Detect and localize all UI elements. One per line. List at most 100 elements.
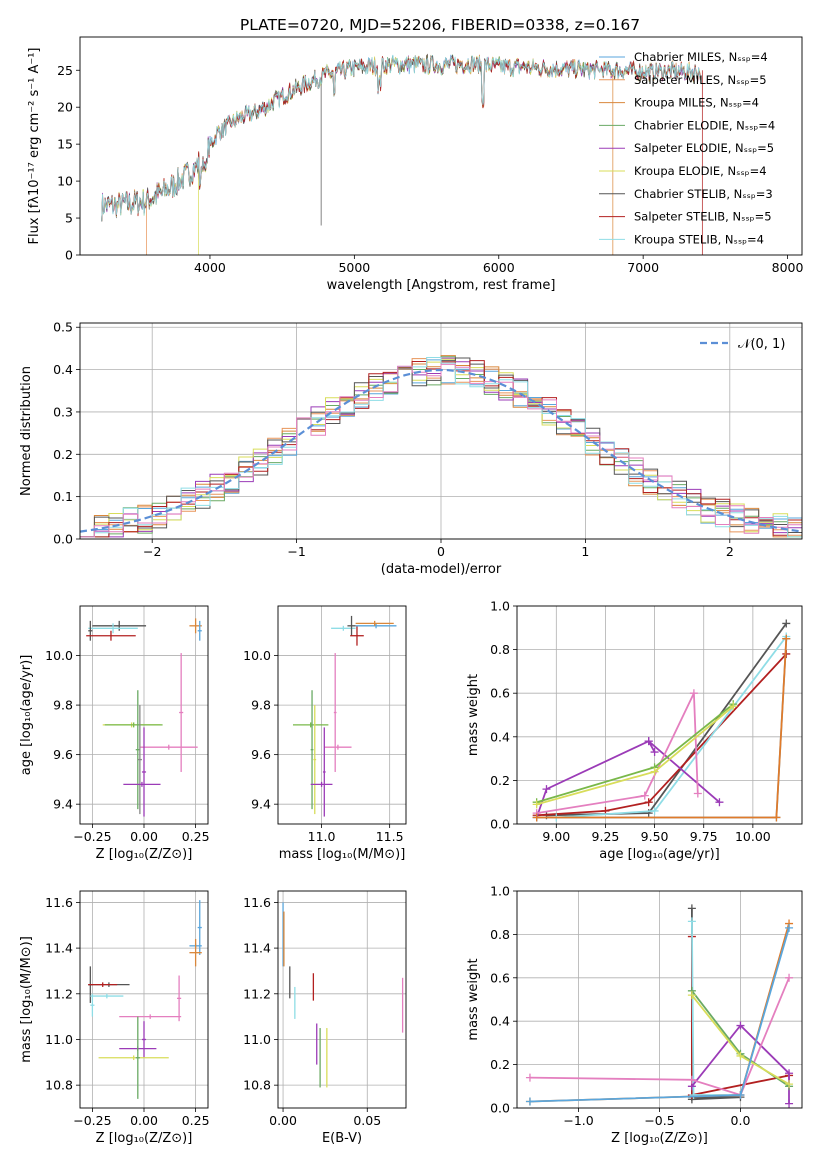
y-tick-label: 0.0 xyxy=(53,532,73,547)
weight-marker xyxy=(542,785,551,794)
weight-marker xyxy=(687,991,696,1000)
grid-lines xyxy=(278,606,406,824)
x-tick-label: 7000 xyxy=(627,260,659,275)
y-tick-label: 10.8 xyxy=(243,1078,271,1093)
weight-marker xyxy=(785,923,794,932)
x-tick-label: 11.0 xyxy=(308,829,336,844)
x-tick-label: 2 xyxy=(726,544,734,559)
y-tick-label: 9.6 xyxy=(53,747,73,762)
errorbar-point xyxy=(324,744,352,750)
y-tick-label: 9.6 xyxy=(251,747,271,762)
legend-label: Salpeter STELIB, Nₛₛₚ=5 xyxy=(634,210,772,224)
legend-label: Kroupa STELIB, Nₛₛₚ=4 xyxy=(634,232,764,246)
y-tick-label: 0.2 xyxy=(490,1057,510,1072)
errorbar-point xyxy=(179,653,184,772)
x-tick-label: 9.25 xyxy=(592,829,620,844)
errorbar-point xyxy=(197,620,202,641)
y-tick-label: 10 xyxy=(57,174,73,189)
weight-marker xyxy=(736,1021,745,1030)
errorbar-point xyxy=(197,900,202,955)
y-tick-label: 5 xyxy=(65,211,73,226)
y-axis-label: mass weight xyxy=(466,958,481,1040)
weight-series xyxy=(532,634,791,822)
y-tick-label: 9.4 xyxy=(53,797,73,812)
plot-area xyxy=(88,900,202,1099)
legend-label: Chabrier STELIB, Nₛₛₚ=3 xyxy=(634,187,773,201)
x-tick-label: −0.5 xyxy=(644,1113,674,1128)
weight-marker xyxy=(640,791,649,800)
weight-marker xyxy=(736,1051,745,1060)
weight-series xyxy=(525,923,794,1106)
grid-lines xyxy=(80,891,208,1108)
y-tick-label: 0.8 xyxy=(490,642,510,657)
spectrum-line xyxy=(101,55,701,222)
weight-marker xyxy=(782,619,791,628)
histogram-series xyxy=(80,363,802,538)
legend-label: 𝒩(0, 1) xyxy=(738,337,785,352)
weight-marker xyxy=(687,917,696,926)
figure-title: PLATE=0720, MJD=52206, FIBERID=0338, z=0… xyxy=(240,16,640,34)
plot-area xyxy=(292,615,397,817)
legend-label: Chabrier MILES, Nₛₛₚ=4 xyxy=(634,50,768,64)
axes-frame xyxy=(516,605,803,825)
y-tick-label: 11.6 xyxy=(45,895,73,910)
x-axis-label: E(B-V) xyxy=(322,1131,362,1146)
spectrum-panel: 4000 5000 6000 7000 8000 0 5 10 15 20 25 wavelength… xyxy=(27,36,804,293)
weight-marker xyxy=(785,1080,794,1089)
errorbar-point xyxy=(90,993,95,1017)
weight-line xyxy=(536,692,699,814)
weight-series xyxy=(552,632,791,822)
x-tick-label: −2 xyxy=(143,544,161,559)
weight-marker xyxy=(736,1090,745,1099)
y-tick-label: 20 xyxy=(57,100,73,115)
y-tick-label: 0.4 xyxy=(490,1014,510,1029)
y-tick-label: 1.0 xyxy=(490,884,510,899)
x-tick-label: 0.00 xyxy=(130,829,158,844)
x-tick-label: 9.75 xyxy=(690,829,718,844)
weight-series xyxy=(532,634,791,822)
weight-marker xyxy=(644,798,653,807)
errorbar-point xyxy=(177,975,182,1022)
axes-frame xyxy=(79,36,803,256)
x-tick-label: 0.05 xyxy=(353,1113,381,1128)
errorbar-point xyxy=(86,630,136,641)
errorbar-point xyxy=(355,620,394,626)
errorbar-point xyxy=(137,705,142,815)
axes-frame xyxy=(277,605,407,825)
x-tick-label: 9.50 xyxy=(641,829,669,844)
plot-area xyxy=(525,904,794,1108)
grid-lines xyxy=(517,890,802,1109)
weight-series xyxy=(532,689,702,818)
y-tick-label: 0.2 xyxy=(490,773,510,788)
y-axis-label: age [log₁₀(age/yr)] xyxy=(19,655,34,776)
errorbar-point xyxy=(90,993,124,999)
x-tick-label: 1 xyxy=(581,544,589,559)
weight-series xyxy=(644,737,659,757)
legend-label: Kroupa MILES, Nₛₛₚ=4 xyxy=(634,96,759,110)
weight-marker xyxy=(687,1075,696,1084)
x-tick-label: 4000 xyxy=(194,260,226,275)
weight-marker xyxy=(785,1069,794,1078)
x-axis-label: (data-model)/error xyxy=(381,562,502,577)
y-tick-label: 10.0 xyxy=(45,648,73,663)
errorbar-point xyxy=(119,1014,182,1019)
residuals-panel: −2 −1 0 1 2 0.0 0.1 0.2 0.3 0.4 0.5 (data-model)/er… xyxy=(19,320,803,577)
weight-series xyxy=(687,991,794,1089)
y-tick-label: 25 xyxy=(57,63,73,78)
spectrum-line xyxy=(101,54,701,255)
x-axis-label: Z [log₁₀(Z/Z⊙)] xyxy=(611,1131,708,1146)
axes-frame xyxy=(79,322,803,540)
y-axis-label: Flux [fλ10⁻¹⁷ erg cm⁻² s⁻¹ A⁻¹] xyxy=(27,48,42,245)
x-tick-label: 8000 xyxy=(772,260,804,275)
mass-vs-metallicity-panel: −0.25 0.00 0.25 10.8 11.0 11.2 11.4 11.6 Z [log₁… xyxy=(19,890,210,1146)
errorbar-point xyxy=(135,1016,140,1099)
age-vs-mass-panel: 11.0 11.5 9.4 9.6 9.8 10.0 mass [log₁₀(M/M⊙)] xyxy=(243,605,407,862)
y-tick-label: 11.6 xyxy=(243,895,271,910)
errorbar-point xyxy=(88,620,93,641)
age-vs-metallicity-panel: −0.25 0.00 0.25 9.4 9.6 9.8 10.0 Z [log₁₀(Z/Z⊙)… xyxy=(19,605,210,862)
weight-marker xyxy=(650,806,659,815)
plot-area xyxy=(86,618,202,817)
errorbar-point xyxy=(313,705,317,815)
y-tick-label: 15 xyxy=(57,137,73,152)
y-tick-label: 11.4 xyxy=(45,941,73,956)
